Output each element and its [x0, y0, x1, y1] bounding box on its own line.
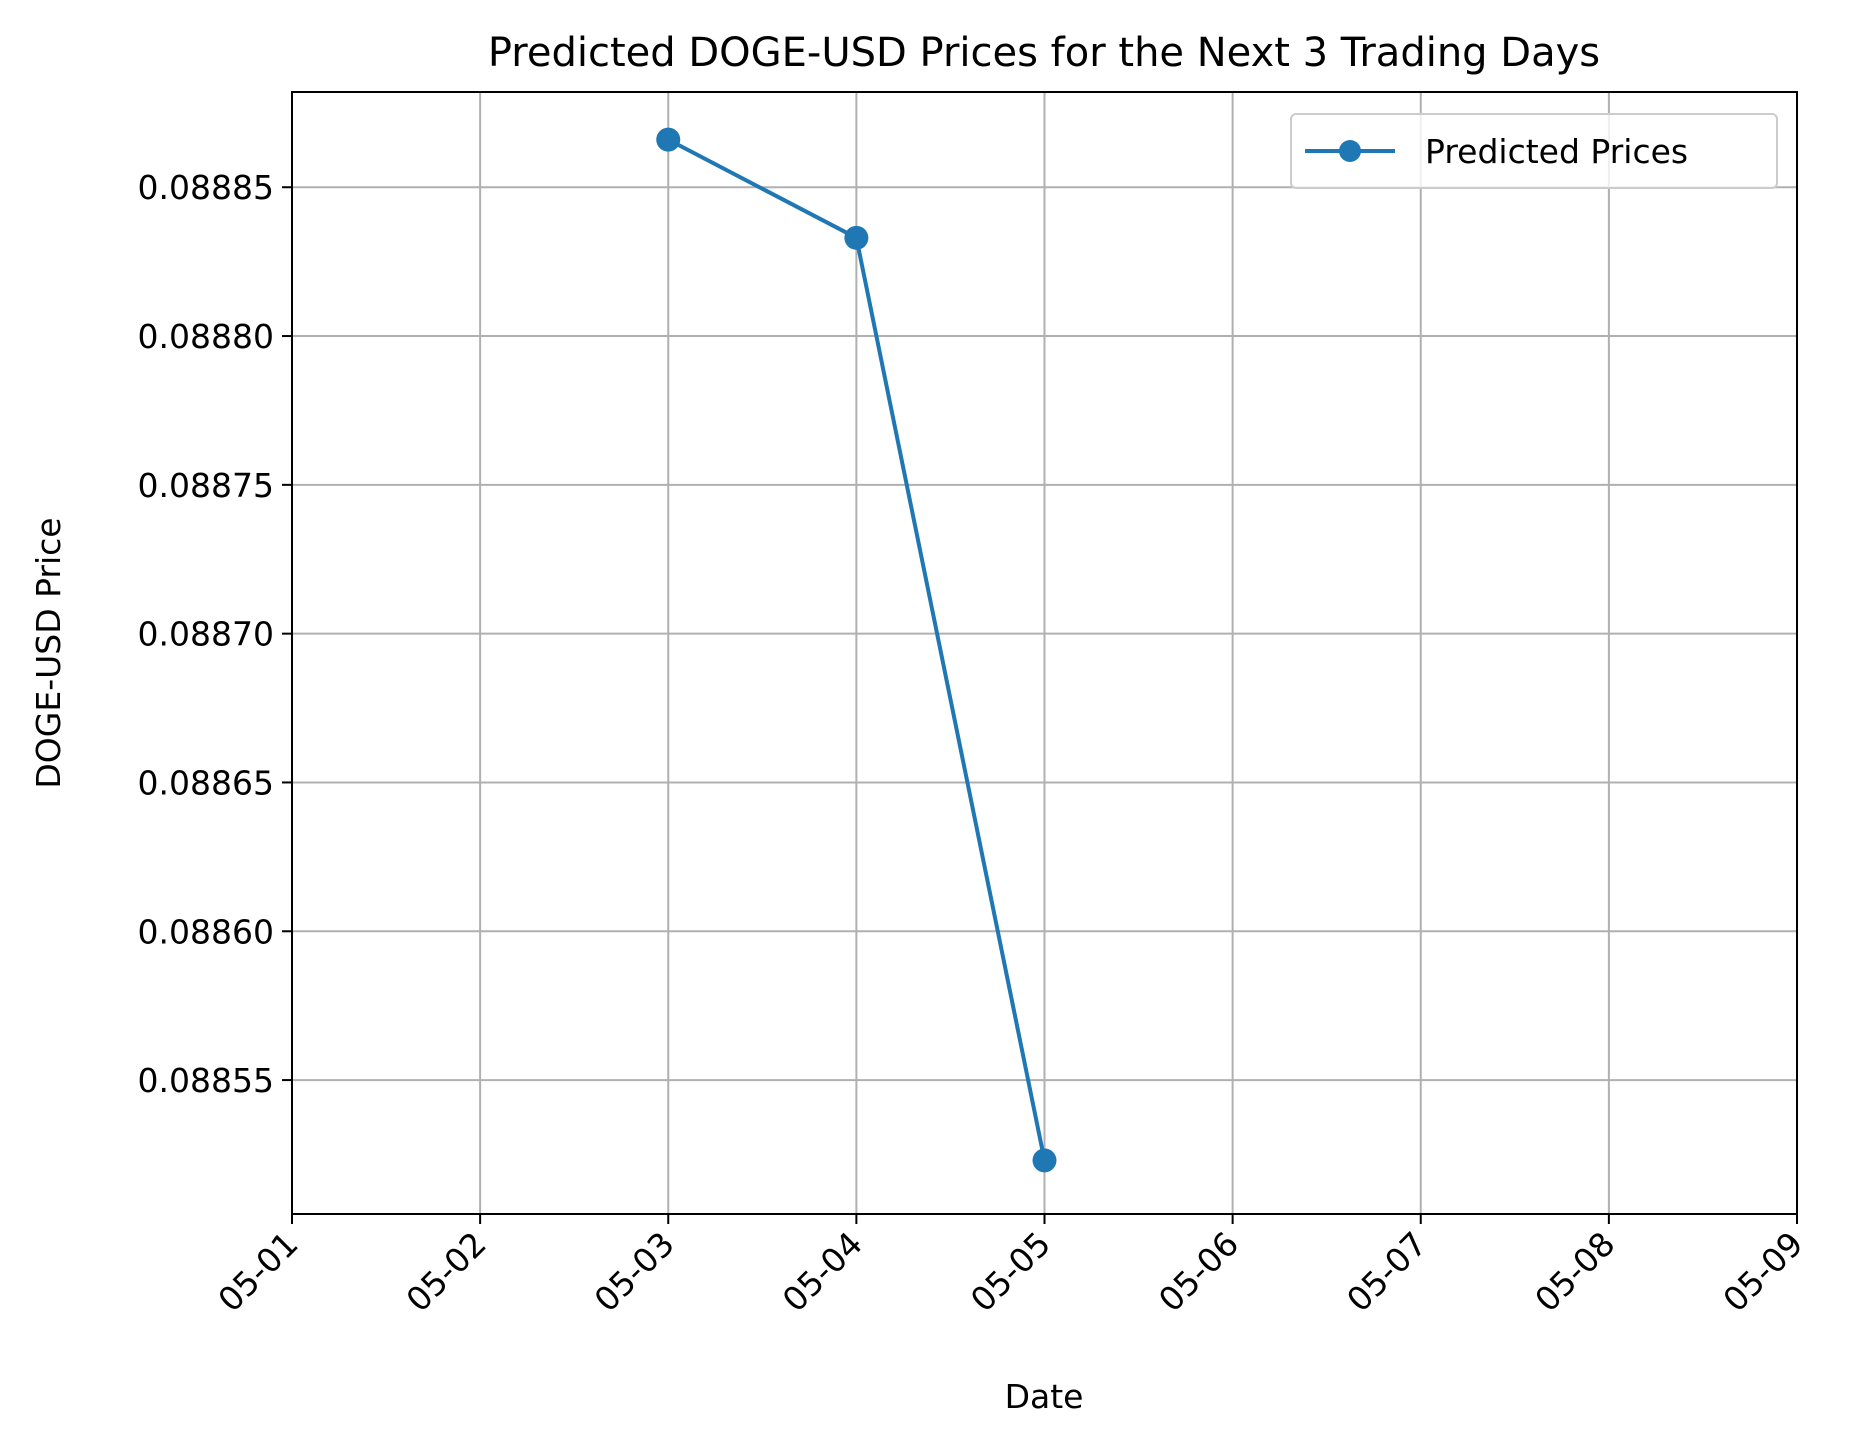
grid — [291, 92, 1798, 1214]
legend: Predicted Prices — [1290, 113, 1778, 189]
y-tick-label: 0.08860 — [138, 912, 274, 951]
y-tick-label: 0.08865 — [138, 763, 274, 802]
legend-marker-swatch — [1339, 140, 1361, 162]
legend-box — [1290, 113, 1778, 189]
series-layer — [656, 127, 1057, 1173]
y-tick-label: 0.08880 — [138, 317, 274, 356]
chart-title: Predicted DOGE-USD Prices for the Next 3… — [488, 30, 1600, 76]
data-point — [656, 127, 681, 152]
data-point — [1032, 1148, 1057, 1173]
legend-label: Predicted Prices — [1425, 132, 1688, 171]
y-axis: 0.08855 0.08860 0.08865 0.08870 0.08875 0.088… — [138, 168, 292, 1100]
y-tick-label: 0.08855 — [138, 1061, 274, 1100]
y-tick-label: 0.08875 — [138, 466, 274, 505]
y-tick-label: 0.08885 — [138, 168, 274, 207]
y-axis-label: DOGE-USD Price — [29, 517, 68, 788]
y-tick-label: 0.08870 — [138, 615, 274, 654]
x-axis-label: Date — [1005, 1377, 1084, 1416]
data-point — [844, 225, 869, 250]
